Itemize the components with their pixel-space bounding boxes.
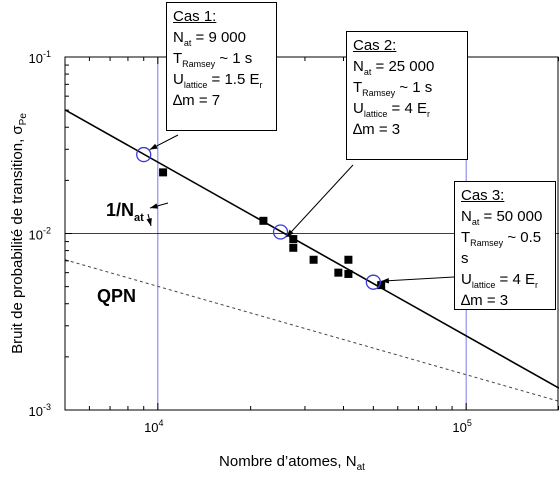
case2-annotation-box: Cas 2: Nat = 25 000 TRamsey ~ 1 s Ulattice …	[346, 31, 468, 160]
y-tick-label: 10-1	[29, 49, 51, 66]
case3-arrow-shaft	[381, 276, 455, 282]
qpn-dashed-line	[64, 259, 559, 402]
y-tick-label: 10-2	[29, 226, 51, 243]
case1-title: Cas 1:	[173, 8, 217, 25]
x-tick-label: 104	[144, 418, 163, 435]
data-point-marker	[289, 243, 298, 252]
case2-title: Cas 2:	[353, 37, 397, 54]
case2-parameter: TRamsey ~ 1 s	[353, 79, 433, 98]
x-tick-label: 105	[452, 418, 471, 435]
case1-parameter: Ulattice = 1.5 Er	[173, 71, 263, 90]
case2-parameter: ∆m = 3	[353, 121, 401, 138]
fit-label-arrow-upper-head	[150, 203, 158, 209]
case1-parameter: Nat = 9 000	[173, 29, 246, 48]
case2-arrow	[286, 164, 354, 238]
data-point-marker	[344, 269, 353, 278]
data-point-marker	[289, 235, 298, 244]
case1-annotation-box: Cas 1: Nat = 9 000 TRamsey ~ 1 s Ulattice =…	[166, 2, 277, 131]
data-point-marker	[344, 255, 353, 264]
data-point-marker	[377, 281, 386, 290]
case3-annotation-box: Cas 3: Nat = 50 000 TRamsey ~ 0.5 s Ulattic…	[454, 181, 556, 310]
case3-parameter: Nat = 50 000	[461, 208, 543, 227]
case1-arrow-head	[149, 143, 158, 150]
case3-title: Cas 3:	[461, 187, 505, 204]
case3-arrow-head	[381, 277, 390, 284]
fit-label-arrow-lower	[146, 213, 152, 227]
fit-line-label: 1/Nat	[106, 200, 144, 224]
case1-parameter: ∆m = 7	[173, 92, 221, 109]
data-point-marker	[334, 268, 343, 277]
case3-circle	[365, 274, 382, 290]
case1-arrow	[149, 134, 179, 151]
case1-circle	[136, 146, 152, 163]
case2-arrow-shaft	[286, 164, 354, 238]
case3-parameter: ∆m = 3	[461, 292, 509, 309]
case2-parameter: Nat = 25 000	[353, 58, 435, 77]
case2-arrow-head	[286, 229, 294, 237]
fit-line-1-over-nat	[64, 109, 559, 389]
fit-label-arrow-upper	[149, 202, 169, 209]
data-point-marker	[259, 216, 268, 225]
data-point-marker	[309, 255, 318, 264]
case3-parameter: TRamsey ~ 0.5 s	[461, 229, 542, 267]
y-tick-label: 10-3	[29, 402, 51, 419]
case3-arrow	[381, 276, 455, 284]
qpn-label: QPN	[97, 286, 137, 306]
data-point-marker	[159, 168, 168, 177]
case2-circle	[272, 224, 289, 240]
case2-parameter: Ulattice = 4 Er	[353, 100, 430, 119]
y-axis-title: Bruit de probabilité de transition, σPe	[9, 113, 29, 354]
x-axis-title: Nombre d’atomes, Nat	[219, 453, 365, 473]
case1-parameter: TRamsey ~ 1 s	[173, 50, 253, 69]
fit-label-arrow-lower-head	[146, 218, 152, 226]
case3-parameter: Ulattice = 4 Er	[461, 271, 538, 290]
